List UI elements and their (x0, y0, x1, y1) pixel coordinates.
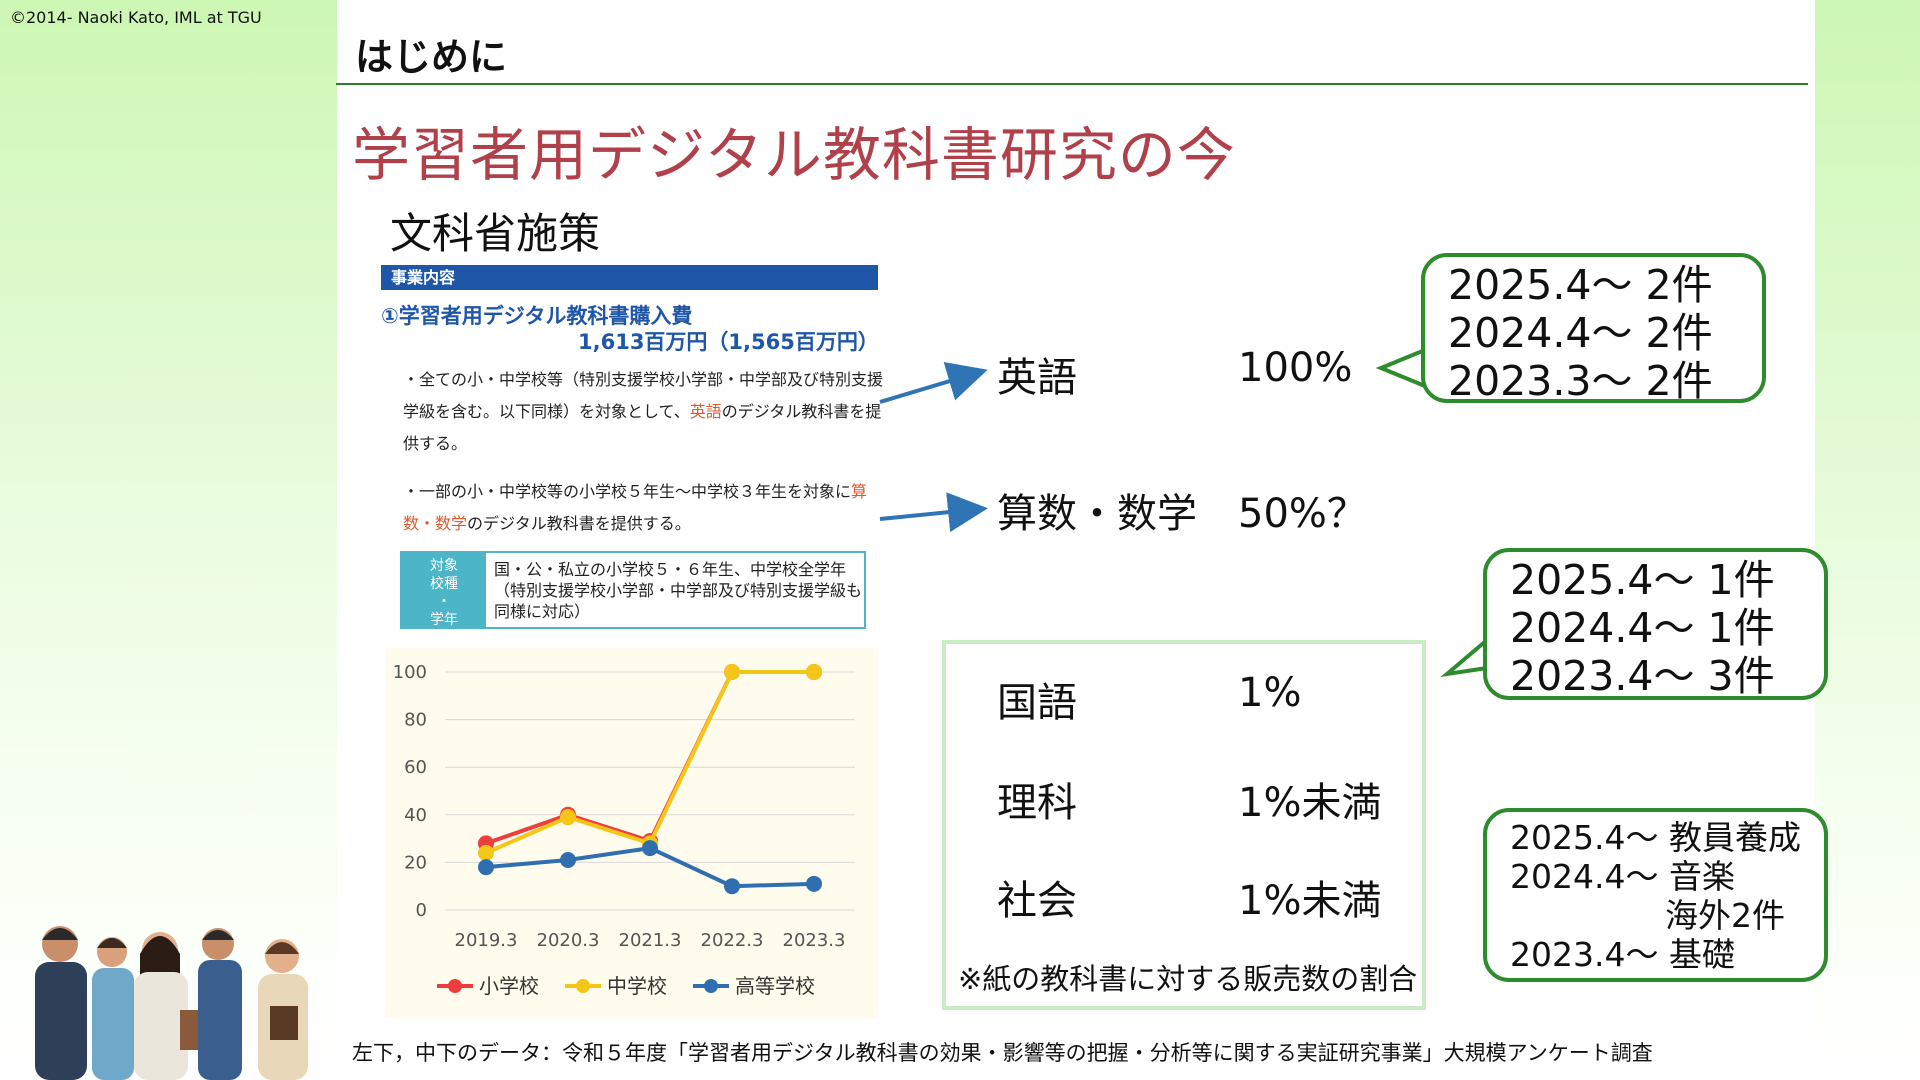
accent-math: 算数・数学 (403, 482, 868, 533)
chart-x-tick-label: 2022.3 (701, 930, 764, 951)
chart-legend-label: 中学校 (607, 974, 667, 998)
bullet-english: ・全ての小・中学校等（特別支援学校小学部・中学部及び特別支援学級を含む。以下同様… (403, 364, 883, 460)
chart-y-tick-label: 80 (404, 710, 427, 731)
bubble-line: 2023.3～ 2件 (1448, 357, 1713, 405)
bullet-text: ・一部の小・中学校等の小学校５年生～中学校３年生を対象に (403, 482, 852, 501)
subject-science-name: 理科 (997, 780, 1077, 826)
subject-social-name: 社会 (997, 878, 1077, 924)
chart-legend-label: 小学校 (479, 974, 539, 998)
subject-english-value: 100% (1238, 345, 1353, 391)
share-note: ※紙の教科書に対する販売数の割合 (958, 962, 1418, 996)
bubble-math: 2025.4～ 1件 2024.4～ 1件 2023.4～ 3件 (1483, 548, 1828, 700)
bubble-line: 2024.4～ 1件 (1510, 604, 1775, 652)
chart-data-point (806, 664, 822, 680)
subject-math-value: 50%？ (1238, 491, 1367, 537)
bubble-line: 海外2件 (1665, 896, 1785, 935)
chart-data-point (478, 859, 494, 876)
bubble-line: 2025.4～ 2件 (1448, 261, 1713, 309)
target-label-line: 学年 (430, 612, 458, 628)
chart-y-tick-label: 40 (404, 805, 427, 826)
footer-source: 左下，中下のデータ：令和５年度「学習者用デジタル教科書の効果・影響等の把握・分析… (352, 1041, 1653, 1065)
subject-science-value: 1%未満 (1238, 780, 1382, 826)
chart-legend-marker (576, 979, 590, 993)
subject-social-value: 1%未満 (1238, 878, 1382, 924)
bubble-line: 2024.4～ 2件 (1448, 309, 1713, 357)
chart-legend-marker (704, 979, 718, 993)
accent-english: 英語 (689, 402, 722, 421)
subject-math-name: 算数・数学 (997, 491, 1197, 537)
header-title: はじめに (355, 35, 508, 79)
chart-data-point (806, 875, 822, 892)
other-subjects-box (942, 640, 1426, 1010)
bullet-text: のデジタル教科書を提供する。 (467, 514, 691, 533)
bullet-math: ・一部の小・中学校等の小学校５年生～中学校３年生を対象に算数・数学のデジタル教科… (403, 476, 883, 540)
students-illustration (35, 926, 308, 1080)
subject-japanese-name: 国語 (997, 680, 1077, 726)
chart-data-point (642, 840, 658, 857)
right-gradient-panel (1815, 0, 1920, 1080)
subject-english-name: 英語 (997, 355, 1077, 401)
bullet-text: ・全ての小・中学校等（特別支援学校小学部・中学部及び特別支援学級を含む。以下同様… (403, 370, 884, 421)
bubble-line: 2023.4～ 基礎 (1510, 935, 1735, 974)
chart-legend-label: 高等学校 (735, 974, 815, 998)
section-title: 文科省施策 (390, 209, 601, 258)
chart-y-tick-label: 60 (404, 757, 427, 778)
header-divider (336, 83, 1808, 85)
chart-legend-marker (448, 979, 462, 993)
chart-x-tick-label: 2021.3 (619, 930, 682, 951)
student-figure (134, 932, 206, 1080)
target-label: 対象 校種 ・ 学年 (402, 553, 486, 628)
chart-data-point (724, 878, 740, 895)
bubble-line: 2025.4～ 1件 (1510, 556, 1775, 604)
student-figure (258, 939, 308, 1080)
target-label-line: ・ (437, 594, 451, 610)
student-figure (35, 926, 87, 1080)
copyright-text: ©2014- Naoki Kato, IML at TGU (10, 8, 262, 27)
chart-x-tick-label: 2023.3 (783, 930, 846, 951)
chart-data-point (560, 809, 576, 826)
bubble-line: 2025.4～ 教員養成 (1510, 818, 1801, 857)
target-box: 対象 校種 ・ 学年 国・公・私立の小学校５・６年生、中学校全学年（特別支援学校… (400, 551, 866, 629)
bullet-text: のデジタル教科書を提供する。 (403, 402, 882, 453)
left-gradient-panel (0, 0, 337, 1080)
target-label-line: 対象 (430, 558, 458, 574)
chart-data-point (724, 664, 740, 680)
main-title: 学習者用デジタル教科書研究の今 (352, 121, 1236, 189)
student-figure (92, 937, 134, 1080)
bubble-english: 2025.4～ 2件 2024.4～ 2件 2023.3～ 2件 (1421, 253, 1766, 405)
bubble-other: 2025.4～ 教員養成 2024.4～ 音楽 海外2件 2023.4～ 基礎 (1483, 808, 1828, 982)
chart-data-point (560, 852, 576, 869)
target-label-line: 校種 (430, 576, 458, 592)
chart-y-tick-label: 100 (393, 662, 427, 683)
arrow-to-math (879, 492, 988, 533)
arrow-to-english (879, 362, 988, 404)
chart-y-tick-label: 20 (404, 852, 427, 873)
chart-x-tick-label: 2019.3 (455, 930, 518, 951)
chart-data-point (478, 844, 494, 861)
chart-series-line (485, 670, 814, 846)
chart-x-tick-label: 2020.3 (537, 930, 600, 951)
budget-title: ①学習者用デジタル教科書購入費 (381, 304, 693, 328)
chart-y-tick-label: 0 (416, 900, 427, 921)
bubble-line: 2023.4～ 3件 (1510, 652, 1775, 700)
budget-amount: 1,613百万円（1,565百万円） (578, 330, 879, 354)
adoption-line-chart: 0 20 40 60 80 100 2019.3 2020.3 2021.3 2022.3 2023… (393, 662, 855, 998)
bubble-line: 2024.4～ 音楽 (1510, 857, 1735, 896)
target-text: 国・公・私立の小学校５・６年生、中学校全学年（特別支援学校小学部・中学部及び特別… (494, 560, 863, 621)
student-figure (198, 928, 242, 1080)
subject-japanese-value: 1% (1238, 670, 1302, 716)
doc-header-bar: 事業内容 (381, 265, 878, 290)
